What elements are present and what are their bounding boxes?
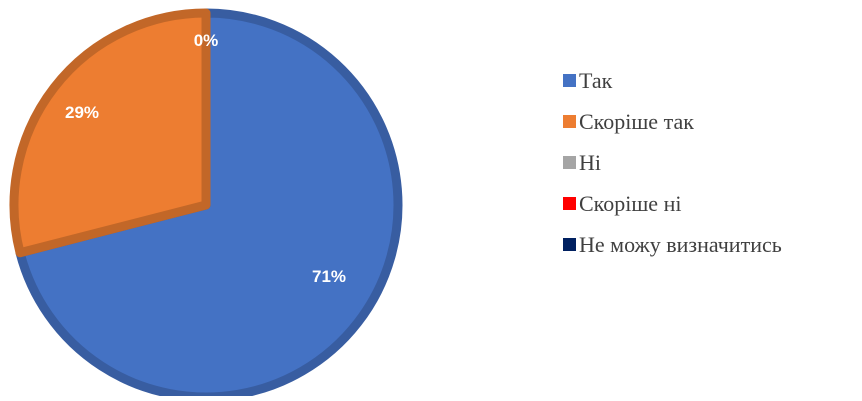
legend-item-ni: Ні xyxy=(563,142,782,183)
data-label-skorishe-tak: 29% xyxy=(65,103,99,122)
legend-swatch-skorishe-ni xyxy=(563,197,576,210)
data-label-tak: 71% xyxy=(312,267,346,286)
pie-slices xyxy=(9,8,403,401)
legend: Так Скоріше так Ні Скоріше ні Не можу ви… xyxy=(563,60,782,265)
legend-label-tak: Так xyxy=(579,67,613,93)
legend-item-tak: Так xyxy=(563,60,782,101)
legend-swatch-skorishe-tak xyxy=(563,115,576,128)
pie-data-labels: 71% 29% 0% xyxy=(65,31,346,286)
legend-item-skorishe-ni: Скоріше ні xyxy=(563,183,782,224)
legend-swatch-ne-mozhu xyxy=(563,238,576,251)
legend-label-skorishe-tak: Скоріше так xyxy=(579,108,694,134)
legend-label-skorishe-ni: Скоріше ні xyxy=(579,190,682,216)
legend-swatch-ni xyxy=(563,156,576,169)
data-label-ni: 0% xyxy=(194,31,219,50)
legend-label-ni: Ні xyxy=(579,149,601,175)
pie-slice-1 xyxy=(9,8,211,258)
legend-swatch-tak xyxy=(563,74,576,87)
legend-item-skorishe-tak: Скоріше так xyxy=(563,101,782,142)
legend-label-ne-mozhu: Не можу визначитись xyxy=(579,231,782,257)
legend-item-ne-mozhu: Не можу визначитись xyxy=(563,224,782,265)
